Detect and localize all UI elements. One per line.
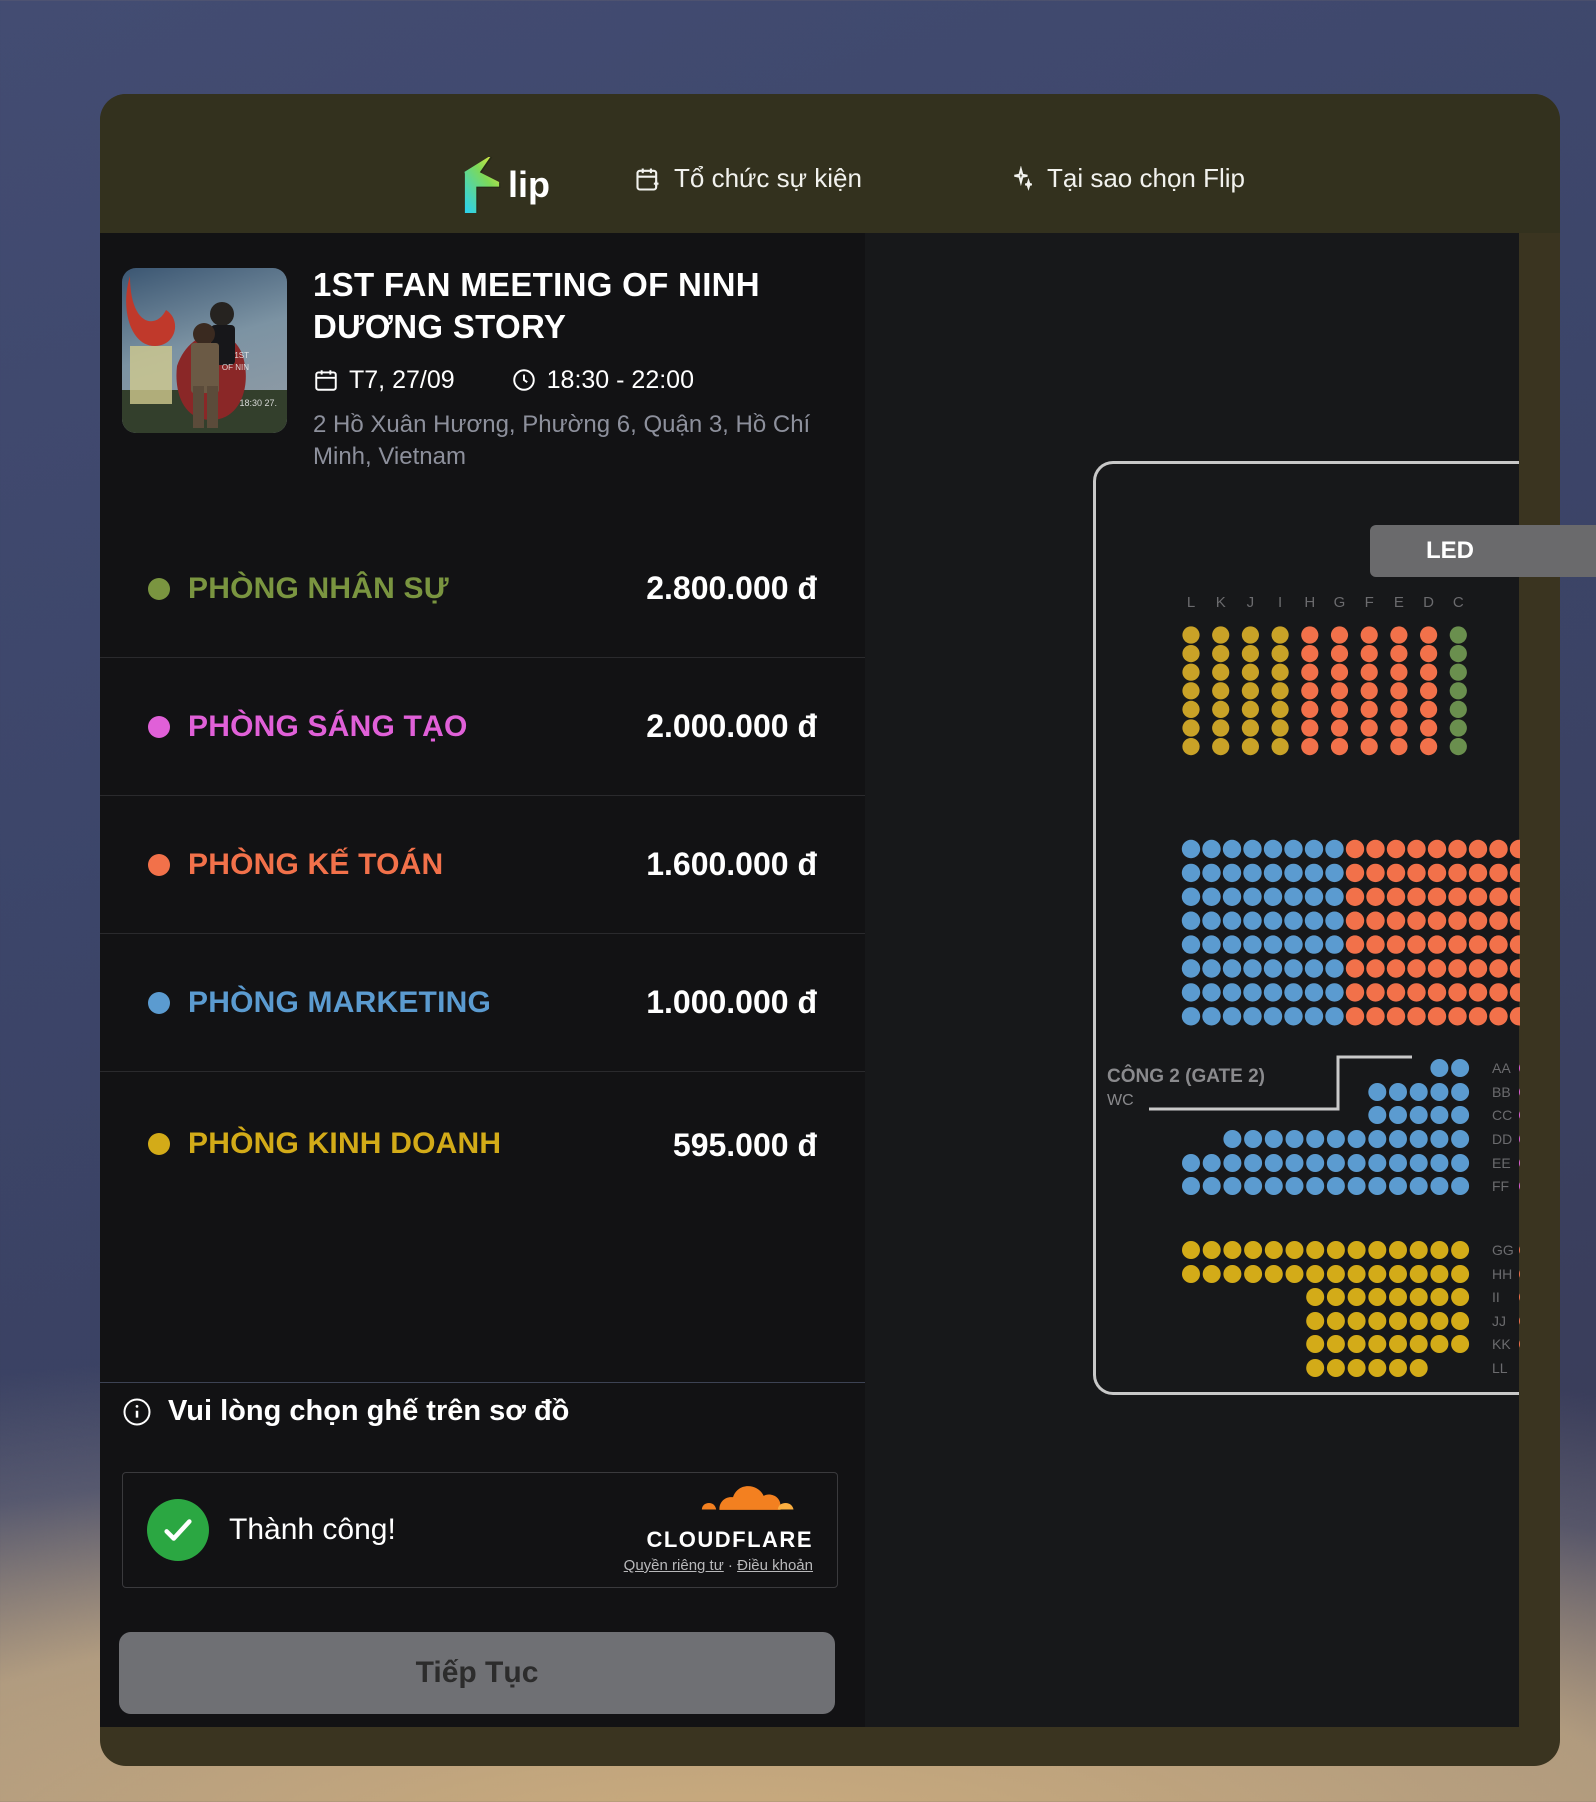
svg-text:18:30 27.: 18:30 27.	[239, 398, 277, 408]
svg-text:OF NIN: OF NIN	[222, 363, 249, 372]
svg-text:1ST: 1ST	[234, 351, 249, 360]
